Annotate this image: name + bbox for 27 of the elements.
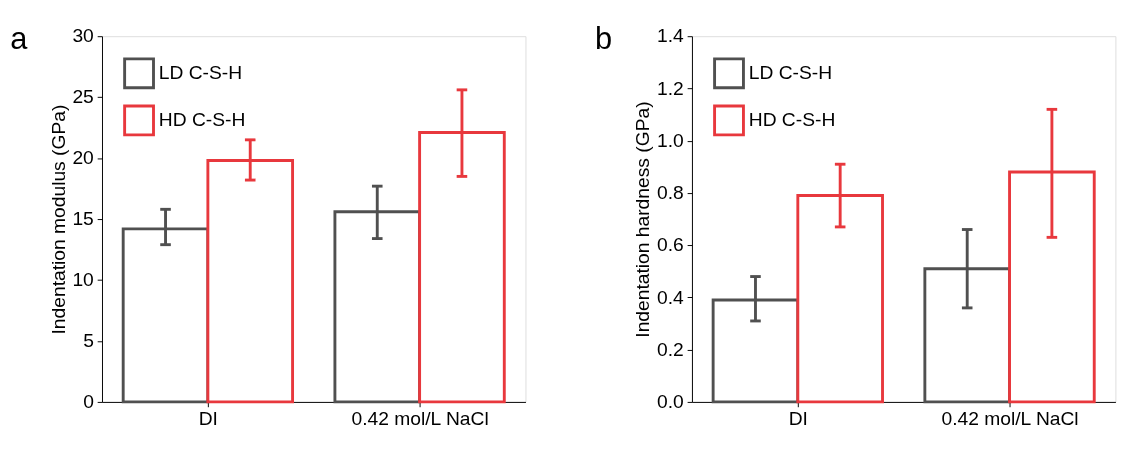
legend-label: LD C-S-H <box>748 62 833 84</box>
y-tick-label: 20 <box>72 147 94 169</box>
y-tick-label: 1.0 <box>657 129 684 151</box>
y-tick-label: 30 <box>72 25 94 47</box>
y-tick-label: 0 <box>83 391 94 413</box>
y-tick-label: 15 <box>72 208 94 230</box>
y-tick-label: 0.8 <box>657 182 684 204</box>
chart-title: a <box>10 20 29 56</box>
y-tick-label: 0.2 <box>657 338 684 360</box>
y-tick-label: 1.4 <box>657 25 685 47</box>
y-axis-title: Indentation modulus (GPa) <box>47 104 69 335</box>
x-tick-label: DI <box>788 407 808 429</box>
y-tick-label: 0.0 <box>657 391 684 413</box>
chart-title: b <box>594 20 613 56</box>
y-tick-label: 0.4 <box>657 286 685 308</box>
y-tick-label: 25 <box>72 86 94 108</box>
legend-label: LD C-S-H <box>158 62 243 84</box>
y-tick-label: 0.6 <box>657 234 684 256</box>
x-tick-label: 0.42 mol/L NaCl <box>941 407 1079 429</box>
y-axis-title: Indentation hardness (GPa) <box>632 101 654 338</box>
legend-label: HD C-S-H <box>748 109 836 131</box>
y-tick-label: 5 <box>83 330 94 352</box>
x-tick-label: DI <box>198 407 218 429</box>
x-tick-label: 0.42 mol/L NaCl <box>351 407 489 429</box>
y-tick-label: 1.2 <box>657 77 684 99</box>
y-tick-label: 10 <box>72 269 94 291</box>
legend-label: HD C-S-H <box>158 109 246 131</box>
